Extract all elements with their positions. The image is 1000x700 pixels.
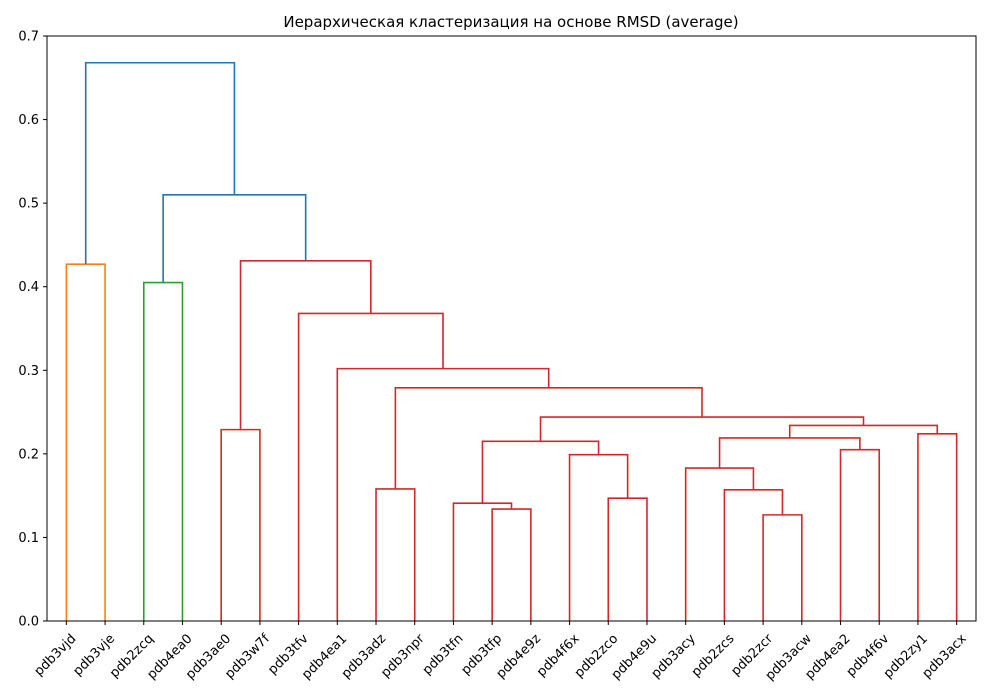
merge-link-t bbox=[297, 312, 444, 621]
merge-link-w bbox=[84, 61, 236, 265]
y-tick-label: 0.4 bbox=[18, 280, 39, 295]
leaf-label-pdb2zcs: pdb2zcs bbox=[689, 631, 738, 680]
plot-frame bbox=[46, 35, 977, 622]
y-tick-label: 0.7 bbox=[18, 30, 39, 45]
merge-link-g bbox=[607, 497, 648, 621]
merge-link-l bbox=[684, 467, 755, 621]
merge-link-c bbox=[220, 428, 261, 621]
merge-link-s bbox=[336, 367, 550, 621]
merge-link-e bbox=[491, 508, 532, 621]
merge-link-o bbox=[917, 433, 958, 621]
merge-link-k bbox=[723, 488, 784, 621]
y-tick-label: 0.0 bbox=[18, 615, 39, 630]
merge-link-j bbox=[762, 514, 803, 621]
chart-title: Иерархическая кластеризация на основе RM… bbox=[283, 13, 738, 31]
merge-link-v bbox=[162, 193, 307, 283]
y-tick-label: 0.5 bbox=[18, 197, 39, 212]
merge-link-m bbox=[839, 448, 881, 621]
merge-link-u bbox=[239, 260, 372, 430]
y-tick-label: 0.1 bbox=[18, 531, 39, 546]
merge-link-d bbox=[375, 488, 416, 621]
merge-link-q bbox=[539, 416, 865, 442]
merge-link-i bbox=[481, 440, 600, 504]
merge-link-r bbox=[394, 387, 703, 489]
merge-link-b bbox=[142, 281, 184, 621]
y-tick-label: 0.2 bbox=[18, 447, 39, 462]
y-tick-label: 0.6 bbox=[18, 113, 39, 128]
x-axis: pdb3vjdpdb3vjepdb2zcqpdb4ea0pdb3ae0pdb3w… bbox=[32, 621, 970, 684]
merge-link-h bbox=[568, 453, 629, 621]
dendrogram-links bbox=[65, 61, 958, 621]
merge-link-n bbox=[718, 437, 861, 469]
merge-link-p bbox=[788, 424, 939, 438]
y-axis: 0.0 0.1 0.2 0.3 0.4 0.5 0.6 0.7 bbox=[18, 30, 47, 630]
leaf-label-pdb3npr: pdb3npr bbox=[378, 631, 428, 681]
merge-link-f bbox=[452, 502, 513, 621]
y-tick-label: 0.3 bbox=[18, 364, 39, 379]
leaf-label-pdb3vjd: pdb3vjd bbox=[32, 631, 80, 679]
merge-link-a bbox=[65, 263, 106, 621]
leaf-label-pdb3tfn: pdb3tfn bbox=[420, 631, 467, 678]
